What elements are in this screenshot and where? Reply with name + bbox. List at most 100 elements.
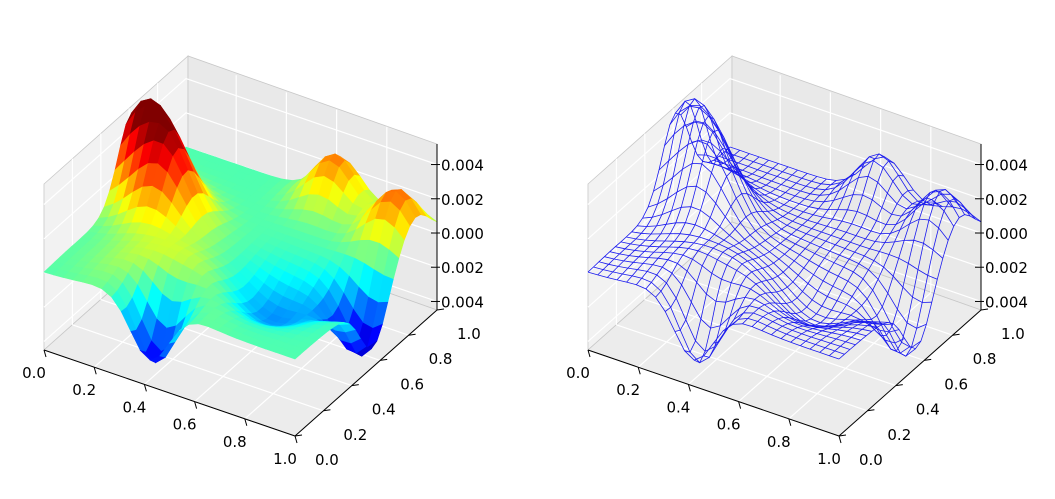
z-gridline [587, 180, 982, 308]
y-tick-label: 0.6 [400, 375, 424, 393]
x-tick [838, 435, 842, 444]
floor-gridline [788, 292, 932, 420]
x-tick-label: 1.0 [817, 450, 841, 468]
x-tick [738, 401, 742, 409]
z-gridline [587, 77, 982, 205]
wire-line [718, 155, 971, 217]
wire-line [729, 146, 982, 223]
z-tick-label: 0.004 [441, 293, 484, 311]
wire-line [615, 246, 867, 337]
x-tick-label: 0.6 [173, 416, 197, 434]
wire-line [598, 261, 851, 352]
y-tick [838, 434, 847, 437]
z-tick-label: 0.002 [441, 259, 484, 277]
z-gridline [587, 112, 982, 240]
x-axis-line [587, 349, 840, 437]
y-tick-label: 0.4 [916, 401, 940, 419]
wire-line [587, 271, 840, 361]
y-tick-label: 1.0 [1001, 325, 1025, 343]
wire-line [669, 105, 922, 349]
floor-gridline [72, 324, 324, 412]
y-tick [867, 409, 875, 412]
y-tick-label: 0.2 [343, 426, 367, 444]
x-tick-label: 0.8 [767, 433, 791, 451]
wire-line [593, 266, 845, 364]
x-tick-label: 0.6 [717, 416, 741, 434]
y-tick [980, 308, 989, 311]
x-tick [93, 367, 97, 375]
y-tick [380, 358, 388, 361]
y-tick-label: 0.0 [315, 451, 339, 469]
z-tick-label: 0.002 [985, 259, 1028, 277]
wire-line [637, 222, 889, 325]
x-axis-line [43, 349, 296, 437]
y-tick-label: 0.2 [887, 426, 911, 444]
y-tick-label: 0.8 [429, 350, 453, 368]
wire-line [609, 251, 861, 341]
wire-line [664, 121, 916, 357]
z-tick-label: 0.002 [441, 191, 484, 209]
x-tick [43, 349, 47, 358]
x-tick-label: 0.0 [22, 364, 46, 382]
wire-line [626, 236, 878, 328]
x-tick [587, 349, 591, 358]
floor-gridline [644, 299, 896, 387]
floor-gridline [616, 324, 868, 412]
y-tick-label: 0.8 [973, 350, 997, 368]
x-tick-label: 0.8 [223, 433, 247, 451]
z-tick-label: 0.002 [985, 191, 1028, 209]
surface-mesh [43, 98, 438, 364]
wire-line [631, 231, 883, 327]
y-tick [924, 358, 932, 361]
z-gridline [43, 77, 438, 205]
y-tick-label: 0.4 [372, 401, 396, 419]
wire-line [647, 185, 900, 333]
wire-line [620, 241, 872, 332]
y-tick [952, 333, 960, 336]
z-tick-label: 0.004 [985, 293, 1028, 311]
y-tick-label: 0.0 [859, 451, 883, 469]
z-tick-label: 0.000 [985, 225, 1028, 243]
x-tick-label: 0.0 [566, 364, 590, 382]
z-tick-label: 0.004 [441, 157, 484, 175]
y-tick-label: 1.0 [457, 325, 481, 343]
z-tick-label: 0.004 [985, 157, 1028, 175]
wire-line [702, 161, 955, 227]
z-tick-label: 0.000 [441, 225, 484, 243]
surface-patch [284, 350, 302, 360]
y-tick-label: 0.6 [944, 375, 968, 393]
x-tick [637, 367, 641, 375]
x-tick [687, 384, 691, 392]
y-axis-line [838, 309, 982, 437]
x-tick [194, 401, 198, 409]
x-tick-label: 0.2 [616, 381, 640, 399]
x-tick [143, 384, 147, 392]
x-tick [788, 418, 792, 426]
y-tick [408, 333, 416, 336]
wire-line [675, 98, 927, 329]
floor-gridline [673, 273, 925, 361]
wire-line [713, 159, 965, 215]
z-gridline [587, 214, 982, 342]
wire-line [642, 206, 894, 326]
y-axis-line [294, 309, 438, 437]
y-tick [351, 384, 359, 387]
floor-gridline [688, 257, 831, 385]
wire-line [653, 162, 905, 344]
x-tick [294, 435, 298, 444]
x-tick-label: 0.4 [666, 398, 690, 416]
x-tick [244, 418, 248, 426]
x-tick-label: 0.2 [72, 381, 96, 399]
wire-line [604, 256, 856, 346]
wire-line [658, 140, 911, 354]
wireframe-mesh [587, 98, 982, 364]
x-tick-label: 0.4 [122, 398, 146, 416]
x-tick-label: 1.0 [273, 450, 297, 468]
y-tick [294, 434, 303, 437]
surface-plot: 0.00.20.40.60.81.0 0.00.20.40.60.81.00.00… [22, 55, 484, 469]
wire-line [680, 104, 932, 303]
wireframe-plot: 0.00.20.40.60.81.0 0.00.20.40.60.81.00.00… [566, 55, 1028, 469]
y-tick [323, 409, 331, 412]
wire-line [724, 151, 976, 220]
